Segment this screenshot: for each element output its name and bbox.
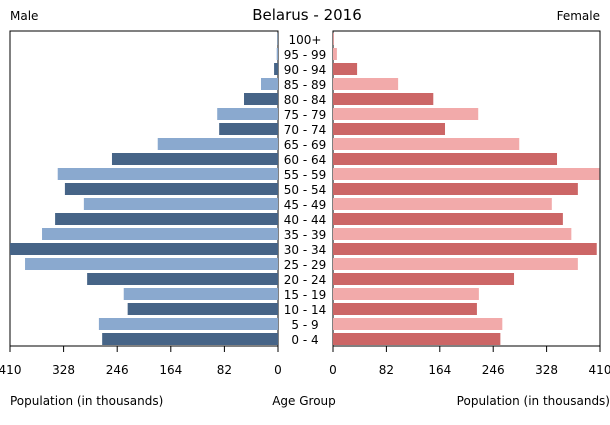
female-bar	[333, 258, 578, 270]
female-bar	[333, 243, 597, 255]
male-bar	[102, 333, 278, 345]
male-tick-label: 82	[217, 363, 232, 377]
x-axis-label-right: Population (in thousands)	[457, 394, 610, 408]
female-bar	[333, 288, 479, 300]
female-bar	[333, 48, 337, 60]
female-bar	[333, 93, 434, 105]
male-label: Male	[10, 9, 38, 23]
age-group-label: 45 - 49	[284, 198, 327, 212]
x-axis-label-center: Age Group	[272, 394, 336, 408]
female-bar	[333, 108, 479, 120]
female-bar	[333, 33, 334, 45]
female-bar	[333, 123, 446, 135]
age-group-label: 70 - 74	[284, 123, 327, 137]
age-group-label: 90 - 94	[284, 63, 327, 77]
male-bar	[244, 93, 278, 105]
male-bar	[87, 273, 278, 285]
age-group-label: 30 - 34	[284, 243, 327, 257]
male-tick-label: 328	[52, 363, 75, 377]
male-bar	[277, 33, 278, 45]
female-bar	[333, 138, 520, 150]
female-bar	[333, 183, 578, 195]
male-tick-label: 0	[274, 363, 282, 377]
male-bar	[42, 228, 278, 240]
male-bar	[111, 153, 278, 165]
female-tick-label: 410	[589, 363, 610, 377]
male-bar	[25, 258, 278, 270]
male-bar	[57, 168, 278, 180]
female-bar	[333, 228, 572, 240]
male-bar	[217, 108, 278, 120]
age-group-label: 80 - 84	[284, 93, 327, 107]
male-bar	[55, 213, 278, 225]
male-bar	[64, 183, 278, 195]
female-bar	[333, 168, 600, 180]
female-tick-label: 0	[329, 363, 337, 377]
male-bar	[219, 123, 278, 135]
age-group-label: 85 - 89	[284, 78, 327, 92]
male-bar	[276, 48, 278, 60]
male-bar	[10, 243, 278, 255]
male-bar	[83, 198, 279, 210]
male-tick-label: 164	[159, 363, 182, 377]
female-bar	[333, 78, 399, 90]
female-bar	[333, 63, 358, 75]
age-group-label: 15 - 19	[284, 288, 327, 302]
male-tick-label: 410	[0, 363, 21, 377]
age-group-label: 60 - 64	[284, 153, 327, 167]
male-bar	[123, 288, 278, 300]
male-bar	[274, 63, 278, 75]
female-tick-label: 82	[379, 363, 394, 377]
female-bar	[333, 303, 477, 315]
x-axis-label-left: Population (in thousands)	[10, 394, 163, 408]
age-group-label: 25 - 29	[284, 258, 327, 272]
age-group-label: 50 - 54	[284, 183, 327, 197]
female-bar	[333, 318, 503, 330]
age-group-label: 10 - 14	[284, 303, 327, 317]
age-group-label: 20 - 24	[284, 273, 327, 287]
age-group-label: 35 - 39	[284, 228, 327, 242]
age-group-label: 75 - 79	[284, 108, 327, 122]
age-group-label: 5 - 9	[291, 318, 318, 332]
age-group-label: 65 - 69	[284, 138, 327, 152]
female-tick-label: 328	[535, 363, 558, 377]
female-tick-label: 246	[482, 363, 505, 377]
male-bar	[98, 318, 279, 330]
female-bar	[333, 198, 552, 210]
male-bar	[127, 303, 278, 315]
male-bar	[261, 78, 278, 90]
female-tick-label: 164	[428, 363, 451, 377]
female-bar	[333, 213, 563, 225]
female-bar	[333, 153, 558, 165]
age-group-label: 55 - 59	[284, 168, 327, 182]
female-label: Female	[557, 9, 600, 23]
age-group-label: 100+	[289, 33, 322, 47]
male-bar	[157, 138, 278, 150]
female-bar	[333, 273, 515, 285]
chart-title: Belarus - 2016	[252, 6, 362, 24]
age-group-label: 40 - 44	[284, 213, 327, 227]
male-tick-label: 246	[106, 363, 129, 377]
age-group-label: 0 - 4	[291, 333, 318, 347]
age-group-label: 95 - 99	[284, 48, 327, 62]
female-bar	[333, 333, 501, 345]
